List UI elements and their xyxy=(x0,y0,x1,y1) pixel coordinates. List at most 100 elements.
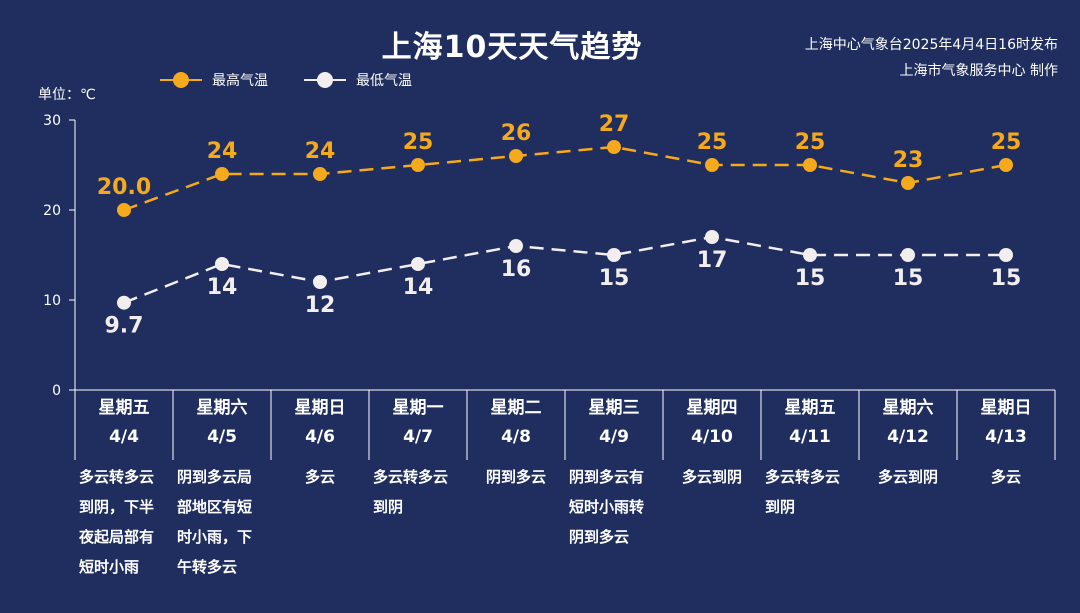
weather-description: 多云到阴 xyxy=(667,462,757,492)
weather-description-line: 阴到多云局 xyxy=(177,468,253,486)
data-label-low: 15 xyxy=(599,266,630,291)
weather-description-line: 多云到阴 xyxy=(877,468,938,486)
data-point-low xyxy=(215,257,229,271)
chart-legend: 最高气温 最低气温 xyxy=(160,70,412,90)
day-header-cell: 星期五 4/11 xyxy=(761,394,859,452)
day-header-cell: 星期日 4/6 xyxy=(271,394,369,452)
date-label: 4/13 xyxy=(985,427,1027,447)
data-point-high xyxy=(999,158,1013,172)
y-axis-unit: 单位：℃ xyxy=(38,87,96,103)
y-tick-label: 20 xyxy=(43,203,61,219)
data-point-low xyxy=(509,239,523,253)
weather-description-line: 午转多云 xyxy=(177,558,238,576)
weather-description-line: 短时小雨转 xyxy=(569,498,645,516)
data-label-low: 9.7 xyxy=(105,314,144,339)
data-point-high xyxy=(509,149,523,163)
data-point-high xyxy=(607,140,621,154)
data-point-low xyxy=(117,295,131,310)
day-header-cell: 星期二 4/8 xyxy=(467,394,565,452)
data-label-low: 14 xyxy=(403,275,434,300)
series-line-low xyxy=(123,235,1006,304)
data-point-low xyxy=(999,248,1013,262)
data-point-high xyxy=(901,176,915,190)
weekday-label: 星期五 xyxy=(98,398,150,418)
data-label-low: 16 xyxy=(501,257,532,282)
date-label: 4/7 xyxy=(403,427,433,447)
date-label: 4/9 xyxy=(599,427,629,447)
legend-label-low: 最低气温 xyxy=(356,73,412,89)
weather-description: 阴到多云有短时小雨转阴到多云 xyxy=(569,462,659,552)
weather-description-line: 多云 xyxy=(990,468,1021,486)
weekday-label: 星期一 xyxy=(392,398,444,418)
weather-description-line: 多云转多云 xyxy=(373,468,449,486)
data-point-high xyxy=(215,167,229,181)
data-point-low xyxy=(705,230,719,244)
data-label-high: 24 xyxy=(305,139,336,164)
weather-description-line: 阴到多云 xyxy=(485,468,546,486)
legend-item-high[interactable]: 最高气温 xyxy=(160,70,268,90)
data-point-high xyxy=(705,158,719,172)
legend-label-high: 最高气温 xyxy=(212,73,268,89)
weekday-label: 星期六 xyxy=(882,398,934,418)
data-point-low xyxy=(901,248,915,262)
weather-description-line: 阴到多云有 xyxy=(569,468,645,486)
data-point-low xyxy=(607,248,621,262)
weather-description-line: 时小雨，下 xyxy=(177,528,253,546)
data-label-high: 20.0 xyxy=(97,175,151,200)
weather-description: 多云转多云 到阴 xyxy=(765,462,855,522)
date-label: 4/4 xyxy=(109,427,139,447)
weather-description-line: 多云转多云 xyxy=(765,468,841,486)
data-point-high xyxy=(803,158,817,172)
legend-swatch-high xyxy=(160,72,202,88)
day-header-cell: 星期五 4/4 xyxy=(75,394,173,452)
data-point-high xyxy=(313,167,327,181)
weather-description-line: 多云转多云 xyxy=(79,468,155,486)
y-tick-label: 10 xyxy=(43,293,61,309)
data-point-high xyxy=(411,158,425,172)
weather-description-line: 阴到多云 xyxy=(569,528,630,546)
data-label-high: 25 xyxy=(403,130,434,155)
weather-description: 多云 xyxy=(275,462,365,492)
data-label-high: 25 xyxy=(795,130,826,155)
date-label: 4/5 xyxy=(207,427,237,447)
weather-description: 多云转多云 到阴 xyxy=(373,462,463,522)
data-point-low xyxy=(803,248,817,262)
weekday-label: 星期五 xyxy=(784,398,836,418)
legend-item-low[interactable]: 最低气温 xyxy=(304,70,412,90)
date-label: 4/11 xyxy=(789,427,831,447)
data-label-high: 23 xyxy=(893,148,924,173)
weather-description-line: 到阴，下半 xyxy=(79,498,155,516)
weather-description-line: 到阴 xyxy=(765,498,796,516)
weather-description-line: 部地区有短 xyxy=(177,498,253,516)
y-tick-label: 0 xyxy=(52,383,61,399)
data-label-high: 27 xyxy=(599,112,630,137)
day-header-cell: 星期一 4/7 xyxy=(369,394,467,452)
date-label: 4/6 xyxy=(305,427,335,447)
data-label-low: 15 xyxy=(893,266,924,291)
series-line-high xyxy=(123,145,1007,212)
source-maker: 上海市气象服务中心 制作 xyxy=(899,63,1058,79)
source-issuer: 上海中心气象台2025年4月4日16时发布 xyxy=(804,37,1058,53)
weather-description: 阴到多云局部地区有短时小雨，下午转多云 xyxy=(177,462,267,582)
weather-description: 多云到阴 xyxy=(863,462,953,492)
day-header-cell: 星期三 4/9 xyxy=(565,394,663,452)
weekday-label: 星期六 xyxy=(196,398,248,418)
weather-description-line: 多云 xyxy=(304,468,335,486)
weather-description: 多云 xyxy=(961,462,1051,492)
weather-description-line: 短时小雨 xyxy=(79,558,140,576)
data-label-low: 15 xyxy=(795,266,826,291)
data-label-high: 26 xyxy=(501,121,532,146)
legend-swatch-low xyxy=(304,72,346,88)
data-label-high: 25 xyxy=(697,130,728,155)
data-label-high: 25 xyxy=(991,130,1022,155)
date-label: 4/10 xyxy=(691,427,733,447)
weekday-label: 星期三 xyxy=(588,398,640,418)
weekday-label: 星期四 xyxy=(686,398,738,418)
data-label-low: 14 xyxy=(207,275,238,300)
data-label-high: 24 xyxy=(207,139,238,164)
day-header-cell: 星期四 4/10 xyxy=(663,394,761,452)
weather-description: 多云转多云 到阴，下半 夜起局部有 短时小雨 xyxy=(79,462,169,582)
data-label-low: 15 xyxy=(991,266,1022,291)
weekday-label: 星期日 xyxy=(294,398,346,418)
